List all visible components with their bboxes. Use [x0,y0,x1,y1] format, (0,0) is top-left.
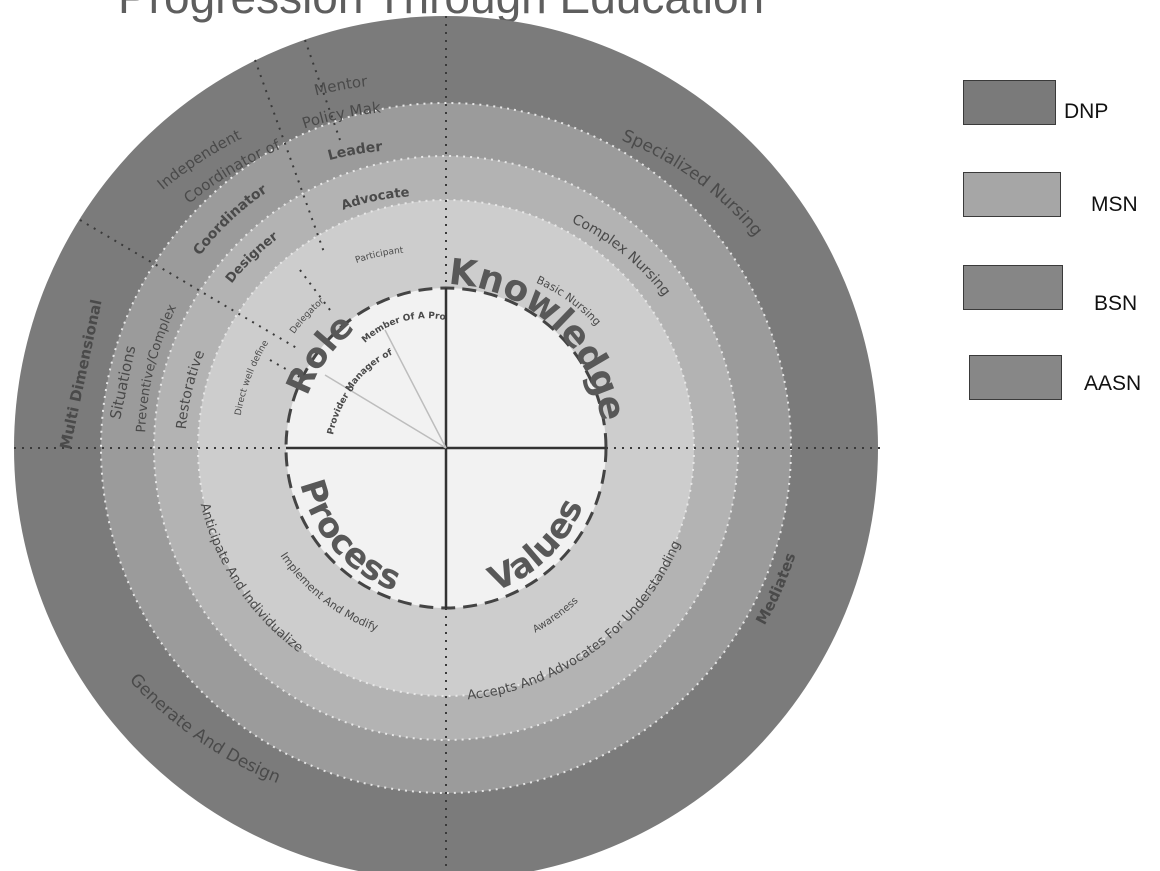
legend-swatch-msn [963,172,1061,217]
legend-swatch-bsn [963,265,1063,310]
role-subdivision-lines [324,329,447,449]
legend-label-msn: MSN [1091,193,1138,216]
legend-label-bsn: BSN [1094,292,1138,315]
legend-swatch-aasn [969,355,1062,400]
legend-label-dnp: DNP [1064,100,1109,123]
diagram-title: Progression Through Education [118,0,764,24]
legend-label-aasn: AASN [1084,372,1142,395]
legend-swatch-dnp [963,80,1056,125]
nursing-education-ring-diagram: Knowledge Role Values Process Manager of… [0,0,880,871]
quadrant-dividers [14,16,880,871]
